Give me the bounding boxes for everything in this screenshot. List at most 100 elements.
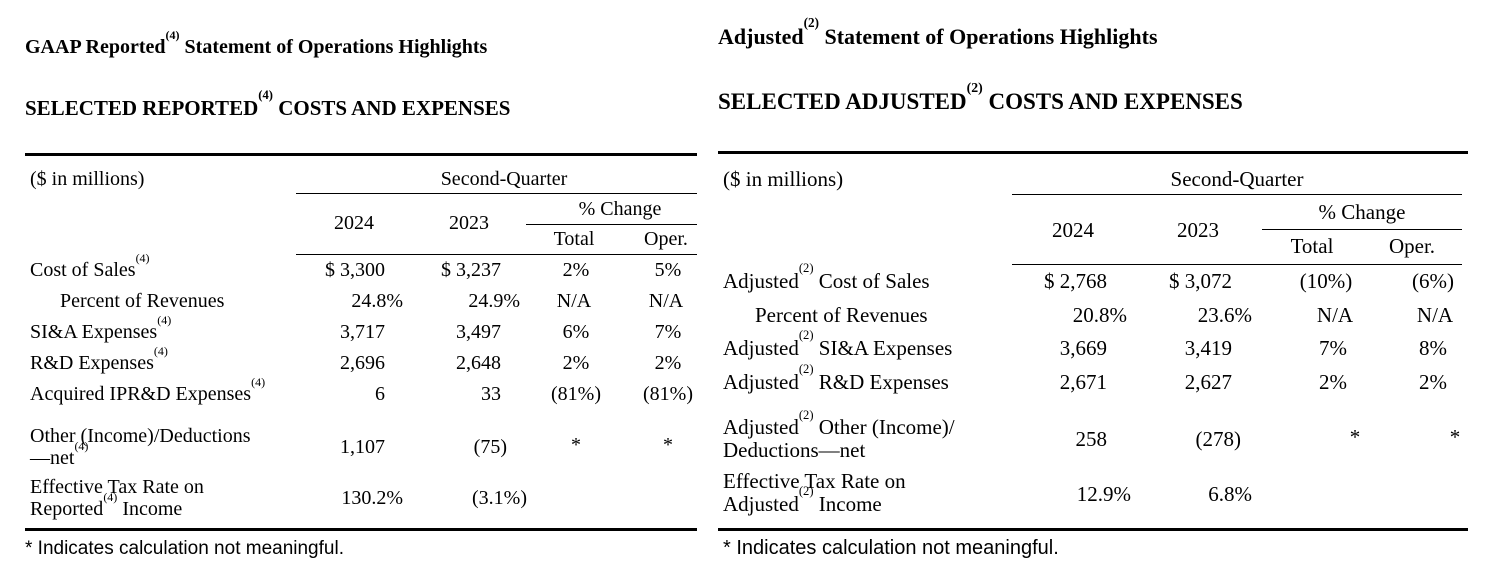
row-label: Adjusted(2) SI&A Expenses xyxy=(723,336,952,361)
cell-2023: 6.8% xyxy=(1208,482,1252,507)
right-title: Adjusted(2) Statement of Operations High… xyxy=(718,24,1158,50)
left-title-sup: (4) xyxy=(166,28,180,42)
cell-oper: (6%) xyxy=(1412,269,1454,294)
cell-2024: 20.8% xyxy=(1073,303,1127,328)
cell-2023: $ 3,072 xyxy=(1169,269,1232,294)
cell-oper: * xyxy=(663,434,673,457)
right-title-text: Adjusted xyxy=(718,24,804,49)
row-label: Adjusted(2) Other (Income)/ Deductions—n… xyxy=(723,416,955,461)
cell-2024: 1,107 xyxy=(340,436,385,459)
left-header-rule xyxy=(296,254,697,255)
cell-oper: 2% xyxy=(655,352,682,375)
cell-oper: * xyxy=(1450,425,1461,450)
cell-2023: 2,648 xyxy=(456,352,501,375)
cell-2023: 3,497 xyxy=(456,321,501,344)
left-pct-rule xyxy=(526,224,697,225)
right-footnote: * Indicates calculation not meaningful. xyxy=(723,537,1059,560)
cell-2023: 23.6% xyxy=(1198,303,1252,328)
cell-oper: 8% xyxy=(1419,336,1447,361)
cell-2024: 2,671 xyxy=(1060,370,1107,395)
left-heading-text-2: COSTS AND EXPENSES xyxy=(273,96,511,120)
cell-oper: 7% xyxy=(655,321,682,344)
cell-2023: 24.9% xyxy=(468,290,520,313)
right-heading-text: SELECTED ADJUSTED xyxy=(718,89,967,114)
row-label: Effective Tax Rate on Adjusted(2) Income xyxy=(723,470,906,515)
left-col-2023: 2023 xyxy=(449,212,489,235)
right-title-sup: (2) xyxy=(804,15,819,30)
row-label: Cost of Sales(4) xyxy=(30,259,150,282)
cell-2024: 12.9% xyxy=(1077,482,1131,507)
cell-oper: N/A xyxy=(1417,303,1453,328)
right-top-rule xyxy=(718,151,1468,154)
cell-2024: 24.8% xyxy=(351,290,403,313)
right-heading-text-2: COSTS AND EXPENSES xyxy=(983,89,1243,114)
left-units: ($ in millions) xyxy=(30,168,144,191)
row-label: Effective Tax Rate on Reported(4) Income xyxy=(30,477,204,520)
cell-total: 2% xyxy=(563,259,590,282)
cell-oper: N/A xyxy=(649,290,683,313)
right-pct-rule xyxy=(1262,229,1462,230)
cell-2023: 3,419 xyxy=(1185,336,1232,361)
right-col-oper: Oper. xyxy=(1389,234,1435,259)
cell-2024: 130.2% xyxy=(341,487,403,510)
left-top-rule xyxy=(25,153,697,156)
right-heading: SELECTED ADJUSTED(2) COSTS AND EXPENSES xyxy=(718,89,1243,115)
row-label: Acquired IPR&D Expenses(4) xyxy=(30,383,265,406)
left-period: Second-Quarter xyxy=(441,168,568,191)
cell-total: 6% xyxy=(563,321,590,344)
left-col-oper: Oper. xyxy=(644,228,688,251)
cell-total: 2% xyxy=(1319,370,1347,395)
cell-2024: 258 xyxy=(1076,427,1108,452)
cell-total: (81%) xyxy=(551,383,601,406)
cell-2024: 3,717 xyxy=(340,321,385,344)
row-label: R&D Expenses(4) xyxy=(30,352,168,375)
right-heading-sup: (2) xyxy=(967,80,983,95)
right-col-2023: 2023 xyxy=(1177,218,1219,243)
left-title: GAAP Reported(4) Statement of Operations… xyxy=(25,36,487,59)
right-col-2024: 2024 xyxy=(1052,218,1094,243)
left-col-total: Total xyxy=(554,228,595,251)
cell-total: * xyxy=(571,434,581,457)
cell-total: (10%) xyxy=(1300,269,1352,294)
right-col-total: Total xyxy=(1291,234,1334,259)
cell-oper: (81%) xyxy=(643,383,693,406)
right-period: Second-Quarter xyxy=(1171,167,1304,192)
left-bottom-rule xyxy=(25,528,697,531)
left-col-2024: 2024 xyxy=(334,212,374,235)
left-title-text: GAAP Reported xyxy=(25,36,166,58)
cell-2024: $ 3,300 xyxy=(325,259,385,282)
right-title-text-2: Statement of Operations Highlights xyxy=(819,24,1158,49)
cell-total: N/A xyxy=(1317,303,1353,328)
left-title-text-2: Statement of Operations Highlights xyxy=(180,36,488,58)
left-footnote: * Indicates calculation not meaningful. xyxy=(25,538,344,560)
cell-total: 7% xyxy=(1319,336,1347,361)
left-heading-text: SELECTED REPORTED xyxy=(25,96,258,120)
left-heading-sup: (4) xyxy=(258,88,273,102)
left-heading: SELECTED REPORTED(4) COSTS AND EXPENSES xyxy=(25,96,510,121)
cell-oper: 5% xyxy=(655,259,682,282)
left-period-rule xyxy=(296,193,697,194)
cell-total: N/A xyxy=(557,290,591,313)
cell-2023: (278) xyxy=(1196,427,1242,452)
right-bottom-rule xyxy=(718,528,1468,531)
cell-total: 2% xyxy=(563,352,590,375)
cell-2024: $ 2,768 xyxy=(1044,269,1107,294)
right-units: ($ in millions) xyxy=(723,167,843,192)
right-pct-change: % Change xyxy=(1319,200,1406,225)
cell-total: * xyxy=(1350,425,1361,450)
row-label: Adjusted(2) Cost of Sales xyxy=(723,269,930,294)
right-header-rule xyxy=(1012,264,1462,265)
cell-2023: $ 3,237 xyxy=(441,259,501,282)
cell-2024: 3,669 xyxy=(1060,336,1107,361)
cell-2023: 2,627 xyxy=(1185,370,1232,395)
cell-2023: 33 xyxy=(481,383,501,406)
row-label: Percent of Revenues xyxy=(60,290,224,313)
left-pct-change: % Change xyxy=(579,198,662,221)
cell-2023: (75) xyxy=(474,436,507,459)
row-label: SI&A Expenses(4) xyxy=(30,321,171,344)
cell-2024: 2,696 xyxy=(340,352,385,375)
cell-2023: (3.1%) xyxy=(472,487,527,510)
right-period-rule xyxy=(1012,194,1462,195)
row-label: Percent of Revenues xyxy=(755,303,928,328)
cell-oper: 2% xyxy=(1419,370,1447,395)
